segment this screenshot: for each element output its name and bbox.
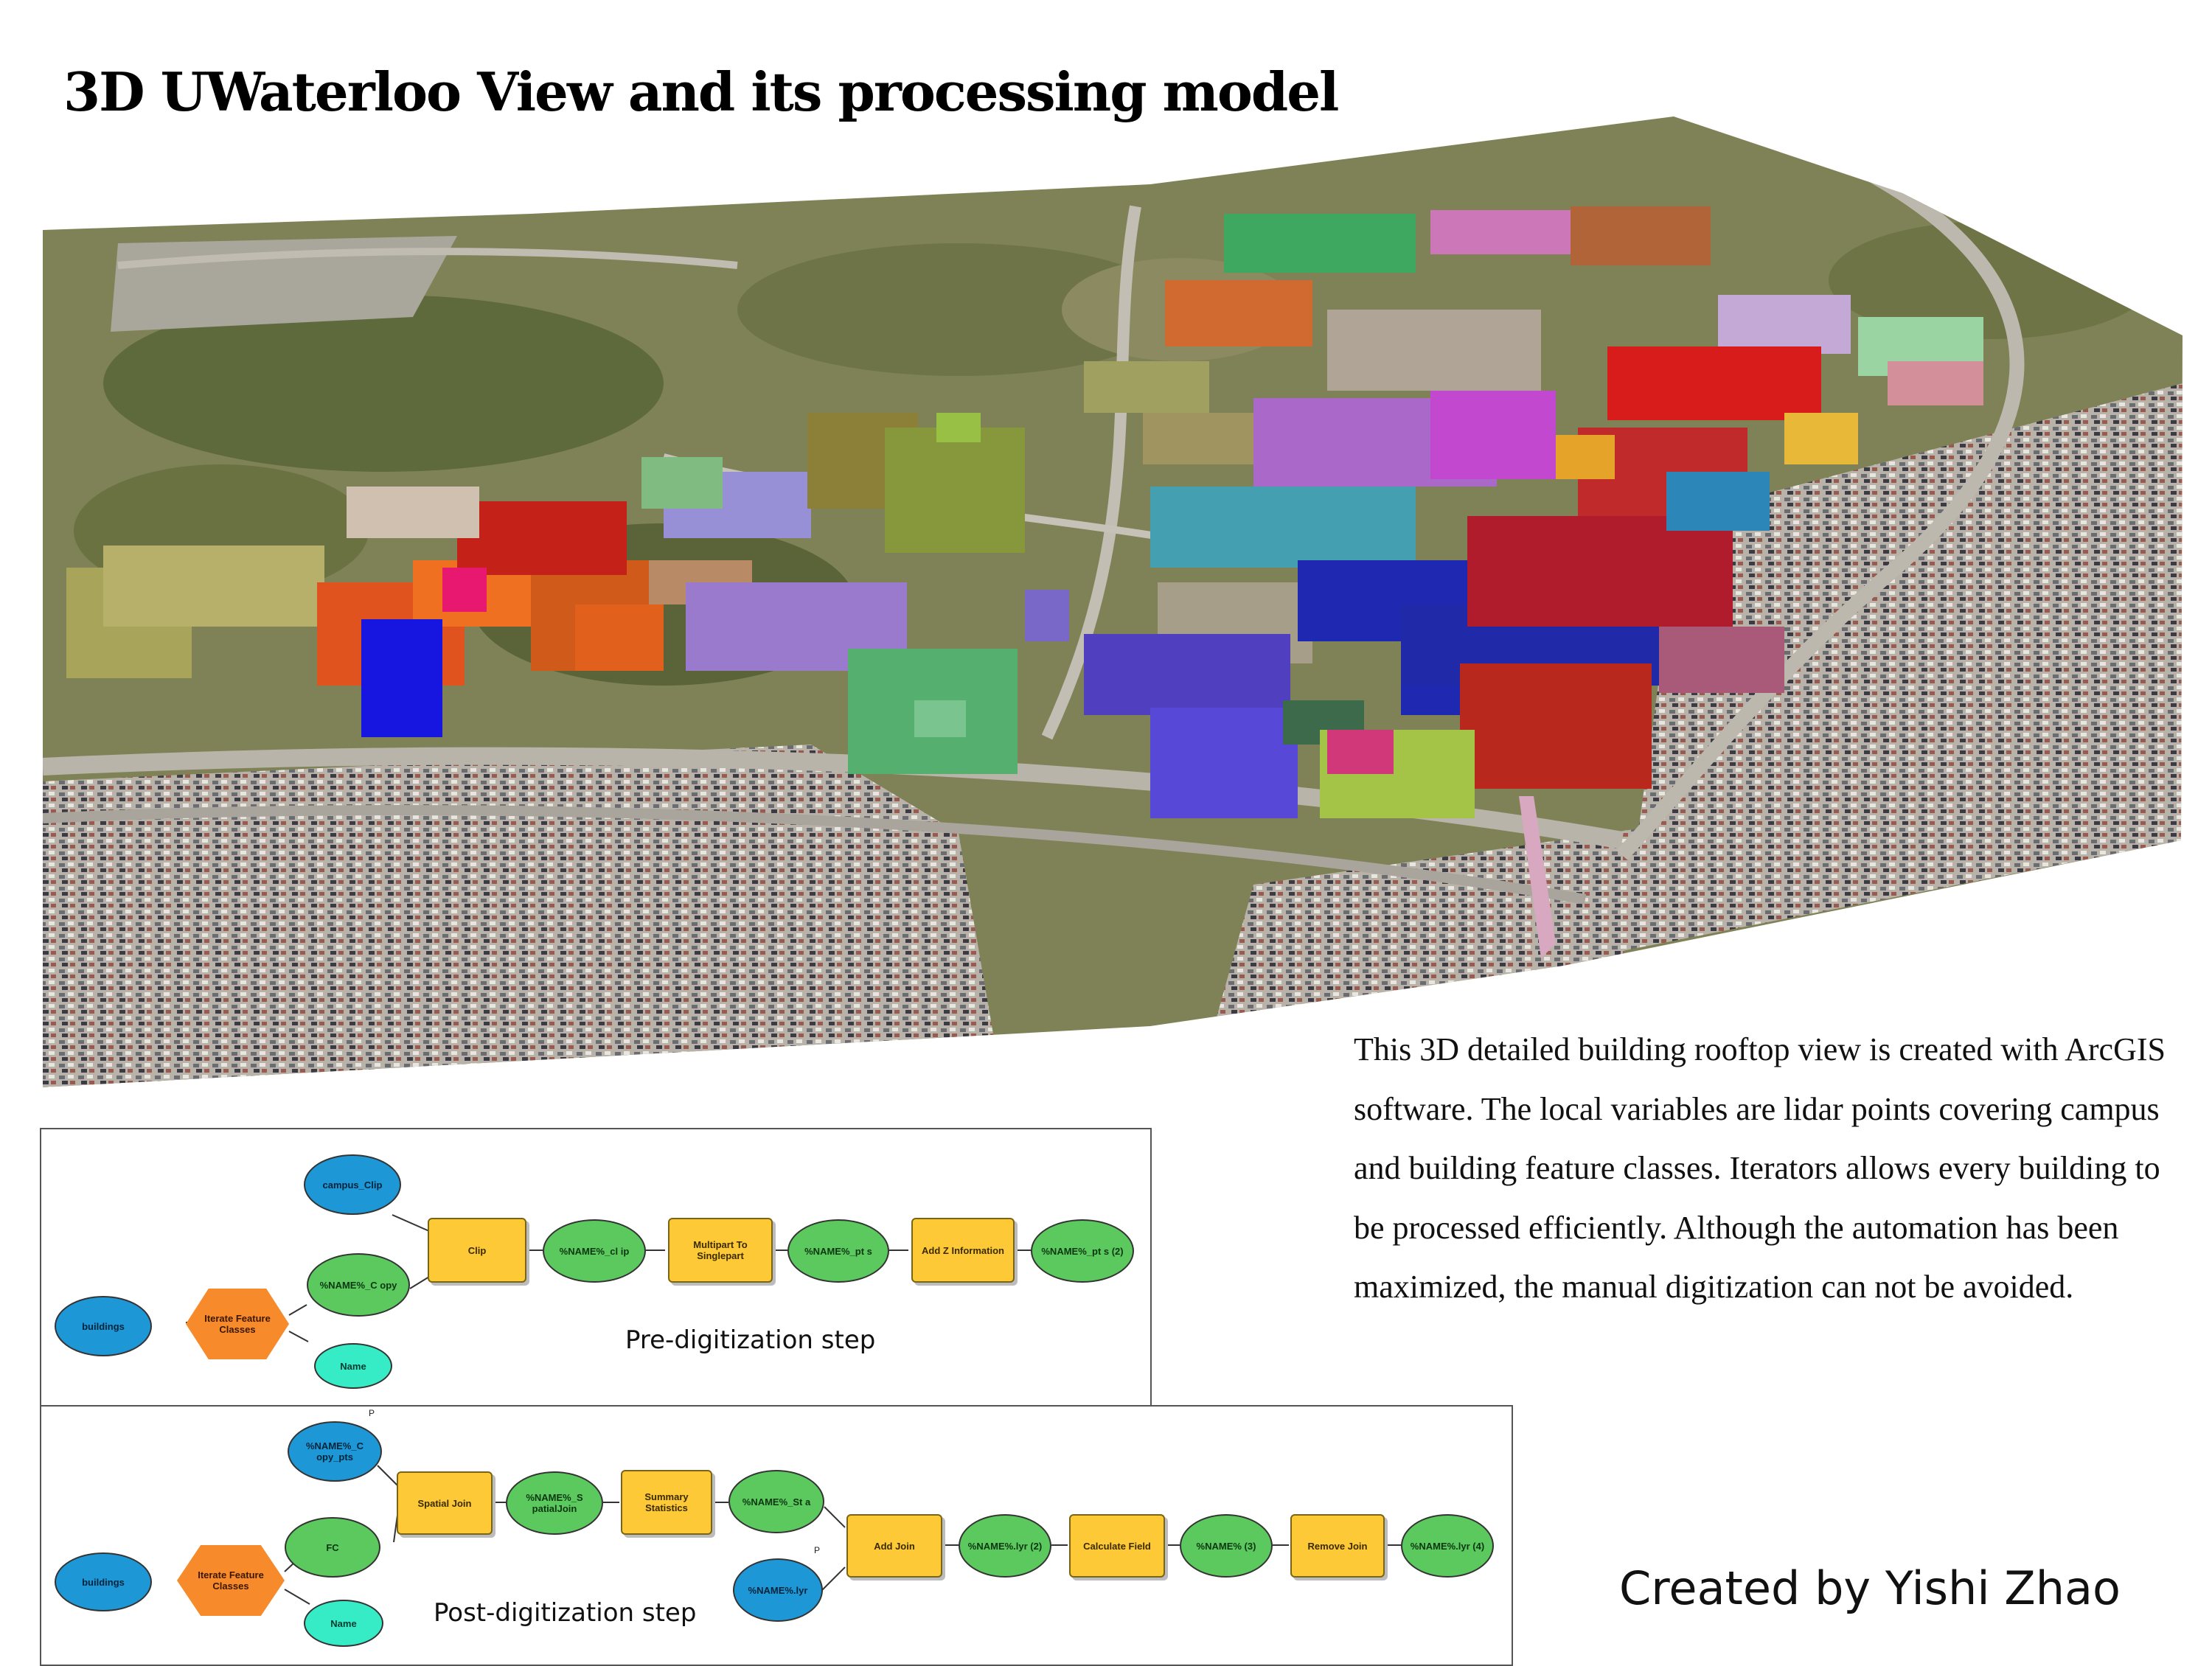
- name-param-node: Name: [314, 1343, 392, 1389]
- name-param-node-post: Name: [304, 1600, 383, 1647]
- name-lyr-node: %NAME%.lyr: [733, 1558, 823, 1622]
- buildings-node-post: buildings: [55, 1552, 152, 1611]
- iterate-feature-classes-node-post: Iterate Feature Classes: [177, 1545, 285, 1616]
- name-copy-node: %NAME%_C opy: [307, 1253, 410, 1317]
- name-pts-2-node: %NAME%_pt s (2): [1031, 1219, 1134, 1283]
- page-title: 3D UWaterloo View and its processing mod…: [63, 60, 1339, 123]
- spatial-join-node: Spatial Join: [397, 1471, 493, 1535]
- name-sta-node: %NAME%_St a: [728, 1470, 824, 1533]
- pre-digitization-model: campus_Clip buildings Iterate Feature Cl…: [40, 1128, 1152, 1407]
- remove-join-node: Remove Join: [1290, 1514, 1385, 1578]
- add-join-node: Add Join: [846, 1514, 942, 1578]
- iterate-feature-classes-node: Iterate Feature Classes: [186, 1289, 289, 1359]
- name-copy-pts-node: %NAME%_C opy_pts: [288, 1421, 382, 1482]
- campus-3d-view: [43, 116, 2183, 1087]
- p-marker-top: P: [369, 1408, 375, 1418]
- clip-tool-node: Clip: [428, 1218, 526, 1283]
- campus-clip-node: campus_Clip: [304, 1154, 401, 1215]
- post-digitization-model: P P %NAME%_C opy_pts buildings Iterate F…: [40, 1405, 1513, 1666]
- fc-node: FC: [285, 1517, 380, 1578]
- buildings-node: buildings: [55, 1296, 152, 1356]
- name-lyr-4-node: %NAME%.lyr (4): [1401, 1514, 1494, 1578]
- post-digitization-label: Post-digitization step: [434, 1598, 697, 1628]
- pre-model-connectors: [186, 1214, 1031, 1342]
- campus-3d-map: [43, 116, 2183, 1087]
- pre-digitization-label: Pre-digitization step: [625, 1325, 876, 1355]
- name-pts-node: %NAME%_pt s: [787, 1219, 889, 1283]
- post-model-connectors: [186, 1465, 1401, 1605]
- terrain: [43, 116, 2183, 1087]
- name-clip-node: %NAME%_cl ip: [543, 1219, 646, 1283]
- calculate-field-node: Calculate Field: [1069, 1514, 1165, 1578]
- add-z-information-node: Add Z Information: [911, 1218, 1015, 1283]
- description-text: This 3D detailed building rooftop view i…: [1354, 1031, 2166, 1305]
- name-spatialjoin-node: %NAME%_S patialJoin: [506, 1471, 603, 1535]
- name-3-node: %NAME% (3): [1180, 1514, 1273, 1578]
- campus-buildings: [66, 206, 1983, 958]
- summary-statistics-node: Summary Statistics: [621, 1470, 712, 1535]
- name-lyr-2-node: %NAME%.lyr (2): [959, 1514, 1051, 1578]
- multipart-to-singlepart-node: Multipart To Singlepart: [668, 1218, 773, 1283]
- p-marker-lyr: P: [814, 1545, 821, 1555]
- credit-text: Created by Yishi Zhao: [1619, 1561, 2121, 1615]
